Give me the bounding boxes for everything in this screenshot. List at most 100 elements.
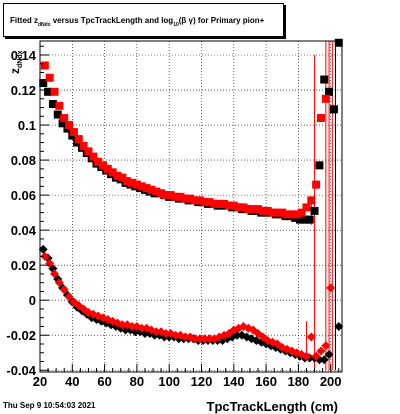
data-point-square [157, 189, 166, 198]
data-point-diamond [54, 278, 64, 288]
y-tick-label: 0.08 [11, 153, 36, 168]
data-point-square [200, 198, 209, 207]
x-tick-label: 40 [65, 374, 79, 389]
x-tick-label: 60 [97, 374, 111, 389]
data-point-square [287, 210, 296, 219]
data-point-square [244, 205, 253, 214]
grid-layer [39, 41, 342, 372]
data-point-square [60, 114, 69, 123]
data-point-square [128, 178, 137, 187]
data-point-square [74, 135, 83, 144]
data-point-square [166, 191, 175, 200]
x-tick-label: 80 [130, 374, 144, 389]
data-point-square [220, 199, 229, 208]
data-point-square [305, 215, 314, 224]
data-point-diamond [171, 330, 181, 340]
data-point-diamond [64, 292, 74, 302]
data-point-square [273, 208, 282, 217]
data-point-square [302, 203, 311, 212]
data-point-square [45, 73, 54, 82]
data-point-diamond [151, 327, 161, 337]
data-point-diamond [329, 104, 339, 114]
data-point-diamond [248, 325, 258, 335]
y-axis-label-sub: dNdx [17, 50, 24, 68]
data-point-square [310, 206, 319, 215]
data-point-square [147, 185, 156, 194]
data-point-diamond [301, 351, 311, 361]
y-tick-label: 0.02 [11, 258, 36, 273]
y-tick-label: 0.06 [11, 188, 36, 203]
data-point-square [50, 87, 59, 96]
data-point-square [191, 196, 200, 205]
plot-frame [39, 40, 343, 373]
data-point-diamond [161, 328, 171, 338]
data-point-square [249, 205, 258, 214]
data-point-square [321, 94, 330, 103]
data-point-square [176, 192, 185, 201]
x-tick-label: 20 [33, 374, 47, 389]
y-tick-label: 0.14 [11, 48, 37, 63]
data-point-square [317, 114, 326, 123]
data-point-diamond [117, 320, 127, 330]
marker-layer [38, 38, 344, 365]
y-tick-label: 0.1 [18, 118, 36, 133]
data-point-square [94, 157, 103, 166]
data-point-square [161, 191, 170, 200]
data-point-diamond [205, 334, 215, 344]
data-point-square [215, 199, 224, 208]
data-point-square [98, 161, 107, 170]
data-point-square [229, 201, 238, 210]
tick-layer: 20 40 60 80 100 120 140 160 180 200 -0.04 -0.02 0 0.0… [6, 45, 342, 389]
x-tick-label: 180 [288, 374, 310, 389]
data-point-square [224, 201, 233, 210]
data-point-square [300, 215, 309, 224]
data-point-square [315, 161, 324, 170]
data-point-square [39, 79, 48, 88]
title-part1: Fitted z [10, 16, 38, 25]
data-point-square [40, 61, 49, 70]
y-axis-label: zdNdx [8, 50, 24, 74]
title-sub1: dNdx [38, 22, 51, 28]
data-point-square [195, 196, 204, 205]
data-point-diamond [306, 332, 316, 342]
data-point-diamond [319, 355, 329, 365]
data-point-square [118, 173, 127, 182]
y-tick-label: 0.12 [11, 83, 36, 98]
x-tick-label: 200 [320, 374, 342, 389]
data-point-diamond [127, 321, 137, 331]
data-point-square [58, 119, 67, 128]
data-point-square [142, 184, 151, 193]
data-point-square [283, 210, 292, 219]
data-point-square [296, 215, 305, 224]
data-point-square [263, 206, 272, 215]
title-sub2: 10 [173, 22, 179, 28]
x-axis-label: TpcTrackLength (cm) [207, 399, 338, 414]
data-point-diamond [50, 269, 60, 279]
y-axis-label-main: z [8, 68, 22, 74]
data-point-square [108, 168, 117, 177]
data-point-diamond [180, 332, 190, 342]
chart-title: Fitted zdNdx versus TpcTrackLength and l… [10, 16, 264, 28]
data-point-diamond [311, 351, 321, 361]
data-point-diamond [190, 334, 200, 344]
data-point-square [137, 182, 146, 191]
data-point-square [186, 194, 195, 203]
title-box: Fitted zdNdx versus TpcTrackLength and l… [3, 3, 284, 37]
data-point-diamond [321, 341, 331, 351]
data-point-square [89, 152, 98, 161]
data-point-square [113, 171, 122, 180]
y-tick-label: -0.02 [6, 328, 36, 343]
data-point-square [65, 121, 74, 130]
data-point-square [278, 208, 287, 217]
data-point-square [181, 194, 190, 203]
data-point-square [325, 87, 334, 96]
data-point-square [268, 208, 277, 217]
data-point-square [84, 147, 93, 156]
data-point-square [53, 110, 62, 119]
data-point-square [123, 177, 132, 186]
x-tick-label: 120 [191, 374, 213, 389]
data-point-square [239, 203, 248, 212]
y-tick-label: 0.04 [11, 223, 37, 238]
data-point-diamond [40, 251, 50, 261]
data-point-diamond [326, 283, 336, 293]
